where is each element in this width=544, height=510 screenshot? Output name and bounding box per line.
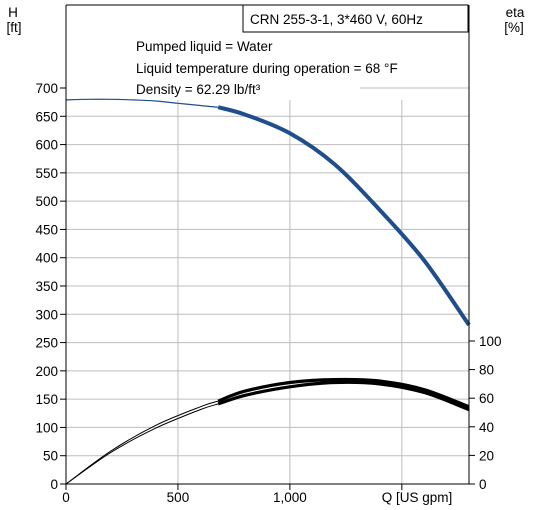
- left-tick-label: 600: [35, 138, 58, 153]
- right-axis-title-line2: [%]: [504, 20, 524, 35]
- left-tick-label: 250: [35, 336, 58, 351]
- head-curve-thick: [217, 105, 471, 327]
- title-box: CRN 255-3-1, 3*460 V, 60Hz: [242, 4, 469, 33]
- right-tick-label: 100: [479, 334, 502, 349]
- title-box-frame: [242, 4, 469, 33]
- grid-lines: [66, 87, 469, 484]
- right-tick-label: 80: [479, 363, 494, 378]
- x-tick-label: 500: [167, 490, 190, 505]
- axis-titles: H [ft] eta [%] Q [US gpm]: [6, 5, 524, 505]
- efficiency-lower-curve-thin: [65, 403, 219, 485]
- curves: [65, 98, 471, 485]
- x-tick-label: 1,000: [273, 490, 307, 505]
- left-tick-label: 300: [35, 307, 58, 322]
- efficiency-upper-curve-thick: [217, 377, 470, 409]
- left-tick-label: 150: [35, 392, 58, 407]
- efficiency-lower-curve-thick: [217, 380, 470, 412]
- left-tick-label: 200: [35, 364, 58, 379]
- left-tick-label: 0: [50, 477, 58, 492]
- efficiency-upper-curve-thin: [65, 400, 219, 485]
- x-tick-label: 0: [62, 490, 70, 505]
- left-tick-label: 650: [35, 109, 58, 124]
- right-tick-label: 60: [479, 391, 494, 406]
- right-tick-label: 20: [479, 448, 494, 463]
- left-tick-label: 100: [35, 420, 58, 435]
- left-tick-label: 50: [43, 449, 58, 464]
- left-tick-label: 450: [35, 222, 58, 237]
- chart-title: CRN 255-3-1, 3*460 V, 60Hz: [250, 12, 423, 27]
- right-tick-label: 0: [479, 477, 487, 492]
- left-tick-label: 700: [35, 81, 58, 96]
- x-axis-title: Q [US gpm]: [382, 490, 453, 505]
- annotation-liquid: Pumped liquid = Water: [136, 39, 273, 54]
- right-tick-label: 40: [479, 420, 494, 435]
- head-curve-thin: [65, 98, 219, 108]
- left-tick-label: 350: [35, 279, 58, 294]
- annotation-temperature: Liquid temperature during operation = 68…: [136, 61, 398, 76]
- left-tick-label: 400: [35, 251, 58, 266]
- annotations: Pumped liquid = Water Liquid temperature…: [136, 39, 398, 97]
- annotation-density: Density = 62.29 lb/ft³: [136, 82, 261, 97]
- left-tick-label: 500: [35, 194, 58, 209]
- left-axis-title-line1: H: [8, 5, 18, 20]
- left-axis-title-line2: [ft]: [6, 20, 21, 35]
- left-tick-label: 550: [35, 166, 58, 181]
- right-axis-title-line1: eta: [506, 5, 525, 20]
- axes: 0501001502002503003504004505005506006507…: [35, 4, 502, 505]
